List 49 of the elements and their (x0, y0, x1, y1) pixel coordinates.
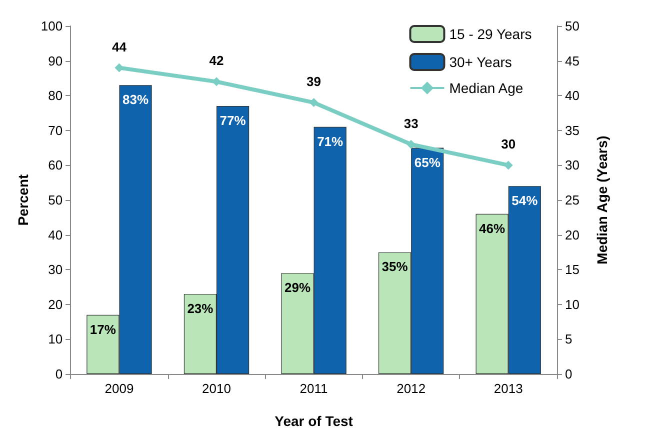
data-label: 29% (284, 280, 311, 296)
y-tick-label: 90 (48, 53, 63, 68)
data-label: 35% (382, 259, 408, 274)
y-tick-label: 0 (55, 366, 63, 382)
data-label: 77% (220, 113, 246, 128)
y2-tick-label: 15 (565, 262, 580, 278)
y-tick-label: 80 (48, 88, 63, 104)
data-label: 54% (512, 193, 538, 208)
y2-tick-label: 10 (565, 296, 580, 312)
x-axis-title: Year of Test (274, 413, 354, 429)
y-tick-label: 30 (48, 262, 63, 278)
y-tick-label: 10 (48, 332, 63, 347)
data-label: 39 (306, 74, 322, 90)
y2-tick-label: 25 (565, 192, 580, 208)
y-tick-label: 20 (48, 296, 63, 312)
data-label: 65% (414, 154, 441, 170)
y2-tick-label: 30 (565, 158, 580, 173)
y-tick-label: 70 (48, 122, 63, 138)
y-tick-label: 40 (48, 227, 63, 242)
data-label: 83% (122, 92, 149, 108)
y2-axis-title: Median Age (Years) (594, 136, 610, 264)
x-tick-label: 2010 (202, 381, 231, 396)
data-label: 30 (501, 136, 516, 152)
x-tick-label: 2013 (494, 381, 523, 396)
x-tick-label: 2009 (104, 381, 134, 396)
x-tick-label: 2012 (396, 381, 426, 396)
y2-tick-label: 35 (565, 122, 580, 138)
data-label: 71% (317, 134, 344, 149)
data-label: 17% (90, 322, 116, 337)
y2-tick-label: 45 (565, 53, 580, 68)
y2-tick-label: 0 (565, 366, 572, 382)
y2-tick-label: 50 (565, 18, 580, 34)
data-label: 44 (112, 39, 128, 54)
data-label: 33 (404, 116, 418, 131)
legend-label: Median Age (449, 80, 524, 96)
x-tick-label: 2011 (300, 381, 328, 396)
y-tick-label: 60 (48, 158, 63, 173)
y-axis-title: Percent (15, 174, 31, 226)
y2-tick-label: 5 (565, 332, 572, 347)
data-label: 42 (209, 53, 224, 68)
legend-label: 15 - 29 Years (449, 26, 532, 42)
y-tick-label: 50 (48, 192, 63, 208)
legend-label: 30+ Years (449, 54, 512, 70)
data-label: 46% (479, 220, 506, 236)
y2-tick-label: 20 (565, 227, 580, 242)
point (504, 160, 513, 170)
y2-tick-label: 40 (565, 88, 580, 104)
y-tick-label: 100 (40, 18, 63, 34)
data-label: 23% (187, 300, 214, 316)
